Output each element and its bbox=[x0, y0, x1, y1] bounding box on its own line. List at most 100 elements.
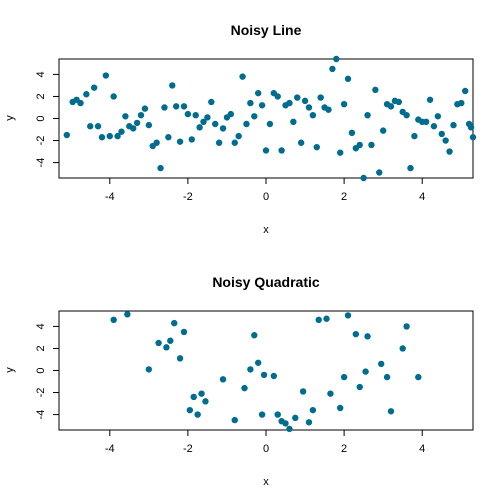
data-point bbox=[212, 120, 219, 128]
y-tick-label: 2 bbox=[35, 93, 47, 99]
data-point bbox=[344, 75, 352, 83]
data-point bbox=[167, 337, 174, 344]
data-point bbox=[239, 73, 246, 80]
data-point bbox=[356, 383, 363, 391]
data-point bbox=[196, 124, 203, 131]
x-tick-label: -4 bbox=[105, 443, 115, 455]
x-axis: -4 -2 0 2 4 bbox=[105, 429, 425, 455]
data-point bbox=[344, 312, 352, 319]
data-point bbox=[141, 105, 149, 112]
data-point bbox=[215, 139, 223, 146]
y-tick-label: 4 bbox=[35, 323, 47, 329]
data-point bbox=[145, 366, 153, 373]
y-tick-label: 4 bbox=[35, 71, 47, 77]
data-point bbox=[411, 132, 418, 140]
data-point bbox=[180, 328, 188, 336]
data-point bbox=[333, 55, 340, 63]
data-point bbox=[176, 355, 184, 362]
data-point bbox=[467, 124, 475, 131]
data-point bbox=[247, 99, 254, 107]
data-point bbox=[337, 404, 344, 412]
data-point bbox=[309, 111, 317, 119]
data-point bbox=[163, 344, 170, 351]
data-point bbox=[262, 147, 270, 154]
data-point bbox=[251, 113, 258, 120]
data-point bbox=[292, 414, 299, 422]
x-axis-label: x bbox=[263, 476, 269, 488]
data-point bbox=[251, 332, 258, 339]
data-point bbox=[176, 138, 184, 145]
data-point bbox=[458, 99, 465, 107]
data-point bbox=[219, 125, 227, 132]
data-point bbox=[204, 114, 211, 121]
data-point bbox=[169, 82, 176, 89]
data-point bbox=[161, 104, 168, 111]
x-tick-label: 0 bbox=[263, 191, 269, 203]
data-point bbox=[379, 127, 387, 134]
data-point bbox=[247, 366, 254, 373]
data-point bbox=[376, 169, 383, 176]
panel-noisy-quadratic: Noisy Quadratic -4 -2 0 2 4 -4 -2 0 2 4 x y bbox=[4, 274, 474, 488]
data-point bbox=[348, 129, 356, 137]
data-point bbox=[337, 149, 344, 156]
data-point bbox=[165, 134, 172, 141]
y-tick-label: 2 bbox=[35, 345, 47, 351]
data-point bbox=[368, 141, 375, 149]
data-point bbox=[305, 419, 313, 426]
data-point bbox=[362, 368, 369, 375]
data-point bbox=[407, 164, 414, 172]
data-point bbox=[258, 102, 266, 109]
data-point bbox=[438, 130, 445, 138]
y-tick-label: -2 bbox=[35, 388, 47, 398]
data-point bbox=[270, 372, 278, 380]
data-point bbox=[200, 118, 207, 126]
y-tick-label: 0 bbox=[35, 115, 47, 121]
data-point bbox=[266, 120, 274, 128]
data-point bbox=[387, 103, 395, 110]
data-point bbox=[235, 132, 242, 140]
data-point bbox=[63, 131, 71, 139]
data-point bbox=[274, 93, 281, 100]
data-point bbox=[325, 106, 332, 113]
data-point bbox=[188, 136, 195, 143]
y-axis-label: y bbox=[4, 115, 16, 121]
data-point bbox=[364, 111, 371, 119]
data-point bbox=[254, 359, 262, 366]
y-tick-label: -2 bbox=[35, 136, 47, 146]
data-point bbox=[356, 141, 363, 149]
data-point bbox=[387, 408, 395, 415]
data-point bbox=[313, 143, 320, 151]
data-point bbox=[258, 411, 266, 418]
data-point bbox=[340, 100, 348, 108]
data-point bbox=[415, 373, 422, 381]
data-point bbox=[157, 164, 164, 172]
data-point bbox=[122, 113, 129, 120]
data-point bbox=[461, 87, 469, 95]
data-point bbox=[395, 98, 402, 106]
data-point bbox=[286, 99, 293, 107]
data-point bbox=[294, 94, 301, 101]
data-point bbox=[145, 121, 153, 129]
data-point bbox=[434, 113, 442, 120]
data-point bbox=[110, 93, 117, 100]
data-point bbox=[442, 137, 449, 144]
data-point bbox=[450, 121, 457, 129]
y-tick-label: -4 bbox=[35, 158, 47, 168]
data-point bbox=[227, 110, 235, 118]
data-point bbox=[87, 123, 94, 130]
data-point bbox=[360, 174, 367, 182]
data-point bbox=[231, 416, 238, 424]
data-point bbox=[274, 411, 281, 418]
data-point bbox=[231, 139, 238, 146]
data-point bbox=[77, 99, 84, 107]
data-point bbox=[114, 132, 121, 140]
data-point bbox=[118, 128, 125, 135]
x-tick-label: 0 bbox=[263, 443, 269, 455]
data-point bbox=[192, 111, 199, 119]
data-point bbox=[260, 371, 268, 379]
panel-noisy-line: Noisy Line -4 -2 0 2 4 -4 -2 0 2 4 x y bbox=[4, 22, 477, 236]
data-point bbox=[186, 406, 194, 414]
y-axis-label: y bbox=[4, 367, 16, 373]
data-point bbox=[155, 339, 162, 347]
